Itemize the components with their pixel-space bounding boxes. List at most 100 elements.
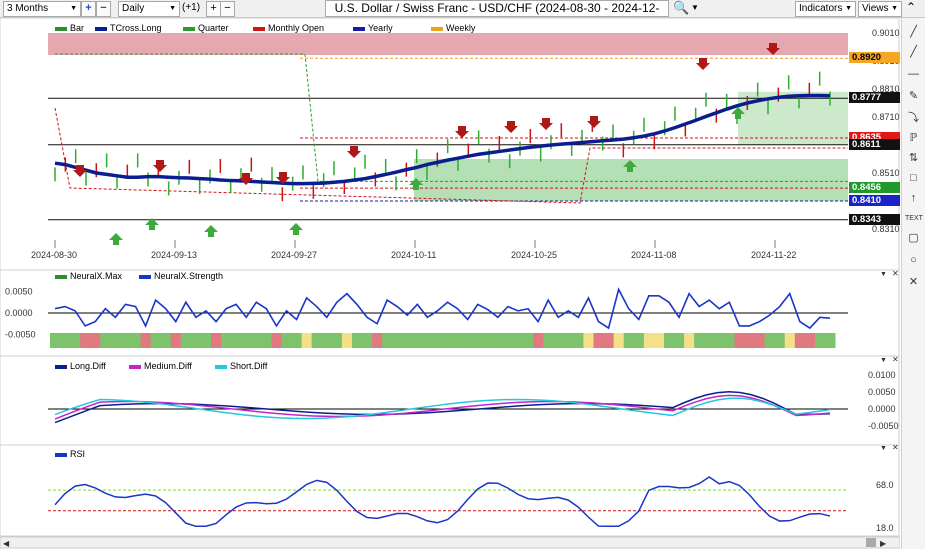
legend-item: Monthly Open	[253, 23, 324, 34]
legend-item: Yearly	[353, 23, 393, 34]
brush-icon[interactable]: ⤵	[908, 112, 919, 124]
line-tool-icon[interactable]: ╱	[910, 26, 917, 38]
y-tick-label: 0.0000	[868, 404, 896, 414]
close-icon: ✕	[892, 355, 899, 364]
pencil-icon[interactable]: ✎	[908, 90, 919, 102]
neural-state-cell	[744, 333, 755, 348]
medium-diff-line	[54, 394, 831, 420]
legend-swatch	[55, 452, 67, 457]
neural-state-cell	[150, 333, 162, 348]
legend-item: NeuralX.Max	[55, 271, 122, 282]
views-button[interactable]: Views ▼	[858, 1, 902, 17]
price-level-box: 0.8343	[849, 213, 900, 225]
down-arrow-icon	[347, 146, 361, 158]
neural-state-cell	[452, 333, 464, 348]
views-label: Views	[862, 3, 889, 14]
neural-state-cell	[331, 333, 343, 348]
legend-item: RSI	[55, 449, 85, 460]
fib-tool-icon[interactable]: ℙ	[909, 132, 918, 144]
chevron-up-icon[interactable]: ⌃	[906, 0, 917, 14]
neural-state-cell	[704, 333, 715, 348]
scrollbar-thumb	[866, 538, 876, 547]
down-arrow-icon	[153, 160, 167, 172]
up-arrow-icon	[731, 107, 745, 119]
ray-tool-icon[interactable]: ╱	[910, 46, 917, 58]
neural-state-cell	[533, 333, 544, 348]
comment-icon[interactable]: □	[910, 172, 917, 184]
chevron-down-icon: ▼	[880, 357, 887, 364]
interval-select[interactable]: Daily ▼	[118, 1, 180, 17]
chevron-down-icon[interactable]: ▼	[691, 3, 699, 12]
text-tool-icon[interactable]: TEXT	[905, 215, 923, 222]
chart-area[interactable]: 0.90100.89100.88100.87100.86100.85100.84…	[0, 18, 900, 549]
legend-item: Bar	[55, 23, 84, 34]
rectangle-tool-icon[interactable]: ▢	[908, 232, 919, 244]
close-icon[interactable]: ✕	[908, 276, 919, 288]
resistance-zone	[48, 33, 848, 55]
y-tick-label: -0.0050	[868, 421, 899, 431]
chart-title: U.S. Dollar / Swiss Franc - USD/CHF (202…	[325, 0, 669, 30]
neural-state-cell	[734, 333, 745, 348]
neural-state-cell	[200, 333, 212, 348]
add-bar-button[interactable]: +	[206, 1, 221, 17]
neural-state-cell	[563, 333, 574, 348]
down-arrow-icon	[696, 58, 710, 70]
down-arrow-icon	[239, 173, 253, 185]
neural-state-cell	[583, 333, 594, 348]
chevron-down-icon: ▼	[169, 5, 176, 12]
neural-state-cell	[311, 333, 323, 348]
neural-state-cell	[402, 333, 413, 348]
tcross-long-line	[54, 93, 831, 186]
price-level-box: 0.8456	[849, 182, 900, 194]
neural-state-cell	[804, 333, 816, 348]
x-tick-label: 2024-08-30	[31, 250, 77, 260]
neural-state-cell	[714, 333, 725, 348]
neural-state-cell	[120, 333, 131, 348]
legend-item: Weekly	[431, 23, 475, 34]
neural-state-cell	[523, 333, 534, 348]
channel-tool-icon[interactable]: ⇅	[908, 152, 919, 164]
ellipse-tool-icon[interactable]: ○	[910, 254, 917, 266]
neural-state-cell	[190, 333, 202, 348]
neural-state-cell	[70, 333, 81, 348]
chevron-down-icon: ▼	[880, 271, 887, 278]
indicators-button[interactable]: Indicators ▼	[795, 1, 856, 17]
legend-swatch	[95, 26, 107, 31]
legend-swatch	[215, 364, 227, 369]
legend-label: Monthly Open	[268, 23, 325, 33]
zoom-in-button[interactable]: +	[81, 1, 96, 17]
neural-state-cell	[482, 333, 494, 348]
neural-state-cell	[512, 333, 524, 348]
neural-state-cell	[643, 333, 655, 348]
x-tick-label: 2024-10-11	[391, 250, 436, 260]
chevron-down-icon: ▼	[880, 445, 887, 452]
neural-state-cell	[684, 333, 695, 348]
down-arrow-icon	[539, 118, 553, 130]
neural-state-cell	[392, 333, 403, 348]
price-level-box: 0.8920	[849, 52, 900, 64]
short-diff-line	[54, 397, 831, 420]
search-icon[interactable]: 🔍	[673, 0, 690, 15]
up-arrow-icon	[204, 225, 218, 237]
up-arrow-icon	[289, 223, 303, 235]
price-level-box: 0.8410	[849, 195, 900, 206]
horizontal-line-icon[interactable]: —	[908, 68, 919, 80]
down-arrow-icon	[504, 121, 518, 133]
y-tick-label: 0.0000	[5, 308, 33, 318]
legend-swatch	[129, 364, 141, 369]
neural-state-cell	[110, 333, 121, 348]
legend-label: TCross.Long	[110, 23, 162, 33]
neural-state-cell	[50, 333, 61, 348]
legend-label: Short.Diff	[230, 361, 268, 371]
drawing-toolbar: ╱ ╱ — ✎ ⤵ ℙ ⇅ □ ↑ TEXT ▢ ○ ✕	[901, 18, 925, 549]
y-tick-label: 0.8310	[872, 224, 900, 234]
zoom-out-button[interactable]: −	[96, 1, 111, 17]
neural-state-cell	[170, 333, 182, 348]
arrow-up-icon[interactable]: ↑	[910, 192, 917, 204]
remove-bar-button[interactable]: −	[220, 1, 235, 17]
neural-state-cell	[502, 333, 514, 348]
range-select[interactable]: 3 Months ▼	[3, 1, 81, 17]
legend-swatch	[431, 26, 443, 31]
neural-state-cell	[362, 333, 373, 348]
y-tick-label: 0.8710	[872, 112, 900, 122]
